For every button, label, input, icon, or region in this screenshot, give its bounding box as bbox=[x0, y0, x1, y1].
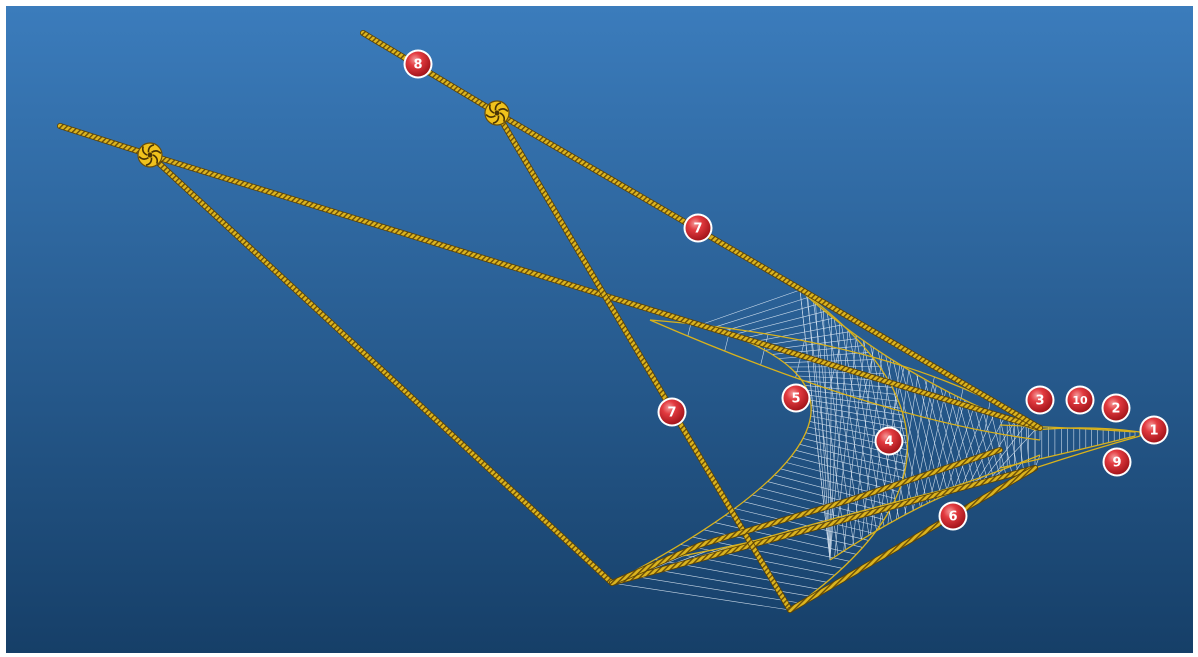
left-ground-rope-rope bbox=[609, 465, 1038, 586]
ocean-background bbox=[6, 6, 1193, 653]
side-panel-mesh-line bbox=[973, 404, 994, 478]
body-panel-mesh-line bbox=[809, 394, 902, 409]
side-panel-hatch-line bbox=[799, 289, 831, 561]
body-panel-mesh-line bbox=[626, 574, 800, 604]
callout-label: 4 bbox=[884, 435, 893, 450]
body-panel-mesh-line bbox=[778, 352, 869, 359]
right-warp-rope bbox=[360, 30, 500, 116]
side-panel-hatch-line bbox=[807, 296, 831, 561]
side-panel-hatch-line bbox=[929, 395, 956, 503]
callout-badge-c7a: 7 bbox=[683, 213, 713, 243]
body-panel-mesh-line bbox=[774, 474, 893, 506]
side-panel-mesh-line bbox=[932, 383, 962, 489]
left-warp-rope bbox=[57, 123, 153, 158]
callout-badge-c5: 5 bbox=[781, 383, 811, 413]
side-panel-hatch-line bbox=[861, 353, 883, 540]
side-panel-hatch-line bbox=[823, 310, 831, 561]
side-panel-hatch-line bbox=[912, 385, 937, 511]
codend-outline bbox=[1034, 427, 1141, 469]
upper-wing-panel-mesh-line bbox=[687, 323, 692, 337]
body-panel-mesh-line bbox=[791, 456, 902, 486]
side-panel-mesh-line bbox=[965, 400, 988, 480]
right-ground-rope-rope bbox=[787, 465, 1038, 613]
callout-badge-c1: 1 bbox=[1139, 415, 1169, 445]
side-panel-mesh-line bbox=[834, 318, 870, 536]
body-panel-mesh-line bbox=[710, 296, 810, 329]
side-panel-hatch-line bbox=[960, 413, 995, 489]
footrope-inner-rope bbox=[609, 447, 1003, 586]
side-panel-hatch-line bbox=[920, 390, 946, 507]
side-panel-mesh-line bbox=[924, 379, 956, 492]
right-lower-bridle-rope bbox=[494, 110, 793, 613]
callout-badge-c9: 9 bbox=[1102, 447, 1132, 477]
side-panel-hatch-line bbox=[982, 425, 1025, 481]
callout-badge-c10: 10 bbox=[1065, 385, 1095, 415]
side-panel-hatch-line bbox=[904, 380, 928, 516]
rope-lines bbox=[57, 30, 1043, 613]
side-panel-mesh-line bbox=[827, 313, 862, 540]
callout-label: 1 bbox=[1149, 424, 1158, 439]
side-panel-mesh-line bbox=[956, 396, 982, 482]
upper-wing-panel-edge-b bbox=[649, 319, 1041, 441]
body-panel-mesh-line bbox=[734, 508, 869, 541]
body-panel-mesh-line bbox=[811, 410, 907, 430]
left-lower-bridle-rope bbox=[147, 152, 615, 586]
body-panel-mesh-line bbox=[611, 582, 791, 611]
float-buoy-icon bbox=[484, 100, 510, 126]
callout-badge-c4: 4 bbox=[874, 426, 904, 456]
side-panel-mesh-line bbox=[948, 392, 975, 484]
body-panel-mesh-line bbox=[767, 481, 889, 513]
callout-badge-c3: 3 bbox=[1025, 385, 1055, 415]
callout-label: 7 bbox=[667, 406, 676, 421]
float-buoy-icon bbox=[137, 142, 163, 168]
callout-badge-c8: 8 bbox=[403, 49, 433, 79]
callout-label: 7 bbox=[693, 222, 702, 237]
body-panel-mesh-line bbox=[795, 450, 904, 479]
callout-badge-c7b: 7 bbox=[657, 397, 687, 427]
body-panel-edge-b bbox=[789, 289, 909, 611]
float-buoys bbox=[137, 100, 510, 168]
body-panel-mesh-line bbox=[667, 551, 827, 583]
side-panel-hatch-line bbox=[952, 409, 985, 493]
side-panel-mesh-line bbox=[841, 324, 877, 531]
body-panel-mesh-line bbox=[743, 501, 875, 534]
body-panel-mesh-line bbox=[699, 289, 801, 326]
left-headline-bridle-rope bbox=[147, 152, 1043, 431]
callout-label: 3 bbox=[1035, 394, 1044, 409]
side-panel-mesh-line bbox=[982, 408, 1000, 476]
side-panel-hatch-line bbox=[944, 404, 975, 496]
callout-badge-c6: 6 bbox=[938, 501, 968, 531]
body-panel-mesh-line bbox=[799, 444, 905, 472]
callout-label: 10 bbox=[1072, 394, 1088, 407]
side-panel-mesh-line bbox=[1008, 419, 1018, 472]
right-upper-bridle-rope bbox=[494, 110, 1043, 431]
callout-label: 2 bbox=[1111, 402, 1120, 417]
side-panel-mesh-line bbox=[813, 301, 847, 550]
side-panel-hatch-line bbox=[937, 400, 966, 499]
upper-wing-panel-mesh-line bbox=[984, 400, 991, 432]
callout-label: 8 bbox=[413, 58, 422, 73]
body-panel-mesh-line bbox=[740, 317, 835, 340]
body-panel-mesh-line bbox=[811, 405, 906, 423]
callout-badges: 1 2 3 4 5 6 7 7 8 9 10 bbox=[403, 49, 1169, 531]
callout-label: 5 bbox=[791, 392, 800, 407]
callout-badge-c2: 2 bbox=[1101, 393, 1131, 423]
codend-panel-edge-b bbox=[999, 435, 1136, 469]
side-panel-mesh-line bbox=[990, 412, 1006, 474]
body-panel-mesh-line bbox=[749, 324, 843, 343]
callout-label: 6 bbox=[948, 510, 957, 525]
body-panel-mesh-line bbox=[807, 389, 899, 402]
body-panel-edge-a bbox=[611, 324, 812, 584]
callout-label: 9 bbox=[1112, 456, 1121, 471]
side-panel-hatch-line bbox=[815, 303, 831, 561]
